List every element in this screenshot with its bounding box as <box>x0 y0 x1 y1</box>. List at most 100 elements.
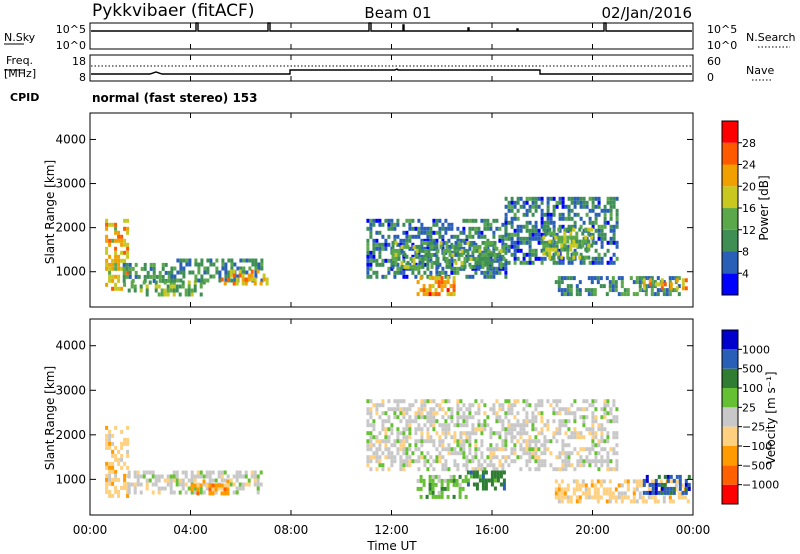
cell-power-8 <box>603 208 607 213</box>
cell-power-8 <box>609 204 613 209</box>
cell-power-5 <box>411 270 415 275</box>
cell-velocity-3 <box>519 423 523 428</box>
velocity-colorbar-swatch <box>722 368 738 388</box>
cell-power-3 <box>203 266 207 271</box>
cell-velocity-3 <box>375 439 379 444</box>
cell-power-6 <box>443 280 447 285</box>
cell-power-7 <box>478 264 482 269</box>
cell-velocity-3 <box>369 435 373 440</box>
cell-velocity-3 <box>426 415 430 420</box>
power-ylabel: Slant Range [km] <box>43 160 57 264</box>
cell-power-7 <box>460 252 464 257</box>
cell-power-8 <box>507 204 511 209</box>
time-tick-label: 00:00 <box>676 523 711 537</box>
cell-velocity-3 <box>615 467 619 472</box>
cell-velocity-4 <box>464 478 468 483</box>
cell-velocity-3 <box>459 447 463 452</box>
cell-power-5 <box>501 266 505 271</box>
cell-power-5 <box>480 270 484 275</box>
cell-power-2 <box>175 284 179 289</box>
cell-velocity-3 <box>420 411 424 416</box>
cell-velocity-5 <box>484 470 488 475</box>
cell-velocity-3 <box>468 435 472 440</box>
cell-power-8 <box>588 216 592 221</box>
cell-velocity-3 <box>480 427 484 432</box>
cell-power-3 <box>209 274 213 279</box>
cell-velocity-3 <box>372 443 376 448</box>
cell-velocity-3 <box>372 435 376 440</box>
cell-velocity-3 <box>450 411 454 416</box>
cell-power-5 <box>432 238 436 243</box>
cell-power-7 <box>415 248 419 253</box>
cell-velocity-0 <box>120 453 124 458</box>
cell-velocity-3 <box>585 407 589 412</box>
cell-velocity-1 <box>226 474 230 479</box>
cell-power-8 <box>615 256 619 261</box>
cell-velocity-6 <box>593 487 597 492</box>
cell-power-5 <box>504 270 508 275</box>
cell-velocity-3 <box>489 431 493 436</box>
cell-power-5 <box>378 254 382 259</box>
cell-power-6 <box>428 276 432 281</box>
cell-velocity-1 <box>202 474 206 479</box>
cell-power-5 <box>378 230 382 235</box>
cell-power-8 <box>573 196 577 201</box>
cell-velocity-7 <box>687 474 691 479</box>
cell-velocity-3 <box>387 447 391 452</box>
cell-power-9 <box>548 239 552 244</box>
cell-power-8 <box>537 236 541 241</box>
cell-velocity-6 <box>674 483 678 488</box>
cell-velocity-1 <box>136 474 140 479</box>
cell-velocity-1 <box>223 478 227 483</box>
cell-velocity-3 <box>408 443 412 448</box>
velocity-ytick-label: 1000 <box>55 472 86 486</box>
cell-power-2 <box>166 288 170 293</box>
cell-velocity-2 <box>220 491 224 496</box>
power-colorbar-swatch <box>722 273 738 296</box>
cell-power-3 <box>200 262 204 267</box>
cell-velocity-3 <box>579 431 583 436</box>
cell-power-7 <box>484 248 488 253</box>
cell-velocity-3 <box>384 431 388 436</box>
cell-velocity-3 <box>435 455 439 460</box>
cell-power-0 <box>105 238 109 243</box>
cell-velocity-7 <box>651 490 655 495</box>
cell-velocity-3 <box>408 463 412 468</box>
cell-power-0 <box>111 278 115 283</box>
cell-power-3 <box>254 262 258 267</box>
cell-velocity-1 <box>148 470 152 475</box>
cell-power-7 <box>409 256 413 261</box>
cell-power-5 <box>408 246 412 251</box>
cell-power-8 <box>510 232 514 237</box>
cell-power-1 <box>149 274 153 279</box>
cell-power-5 <box>426 238 430 243</box>
cell-velocity-3 <box>399 431 403 436</box>
cell-velocity-3 <box>582 399 586 404</box>
cell-velocity-3 <box>390 407 394 412</box>
cell-power-1 <box>140 266 144 271</box>
cell-power-8 <box>519 236 523 241</box>
cell-velocity-3 <box>573 467 577 472</box>
cell-velocity-4 <box>416 486 420 491</box>
cell-velocity-3 <box>591 423 595 428</box>
cell-power-5 <box>471 254 475 259</box>
cell-velocity-4 <box>455 482 459 487</box>
cell-velocity-3 <box>435 419 439 424</box>
cell-power-8 <box>531 200 535 205</box>
cell-power-5 <box>366 258 370 263</box>
cell-velocity-3 <box>375 459 379 464</box>
cell-velocity-3 <box>543 443 547 448</box>
cell-velocity-3 <box>465 455 469 460</box>
cell-power-8 <box>552 228 556 233</box>
cell-power-8 <box>519 248 523 253</box>
cell-power-5 <box>426 230 430 235</box>
power-colorbar-swatch <box>722 208 738 230</box>
cell-velocity-3 <box>489 407 493 412</box>
cell-velocity-0 <box>123 441 127 446</box>
cell-power-10 <box>650 284 654 289</box>
cell-velocity-3 <box>591 419 595 424</box>
cell-power-5 <box>435 230 439 235</box>
cell-velocity-3 <box>417 427 421 432</box>
freq-nave-panel: Freq. [MHz] 18 8 60 0 Nave <box>4 54 774 84</box>
cell-velocity-0 <box>126 437 130 442</box>
